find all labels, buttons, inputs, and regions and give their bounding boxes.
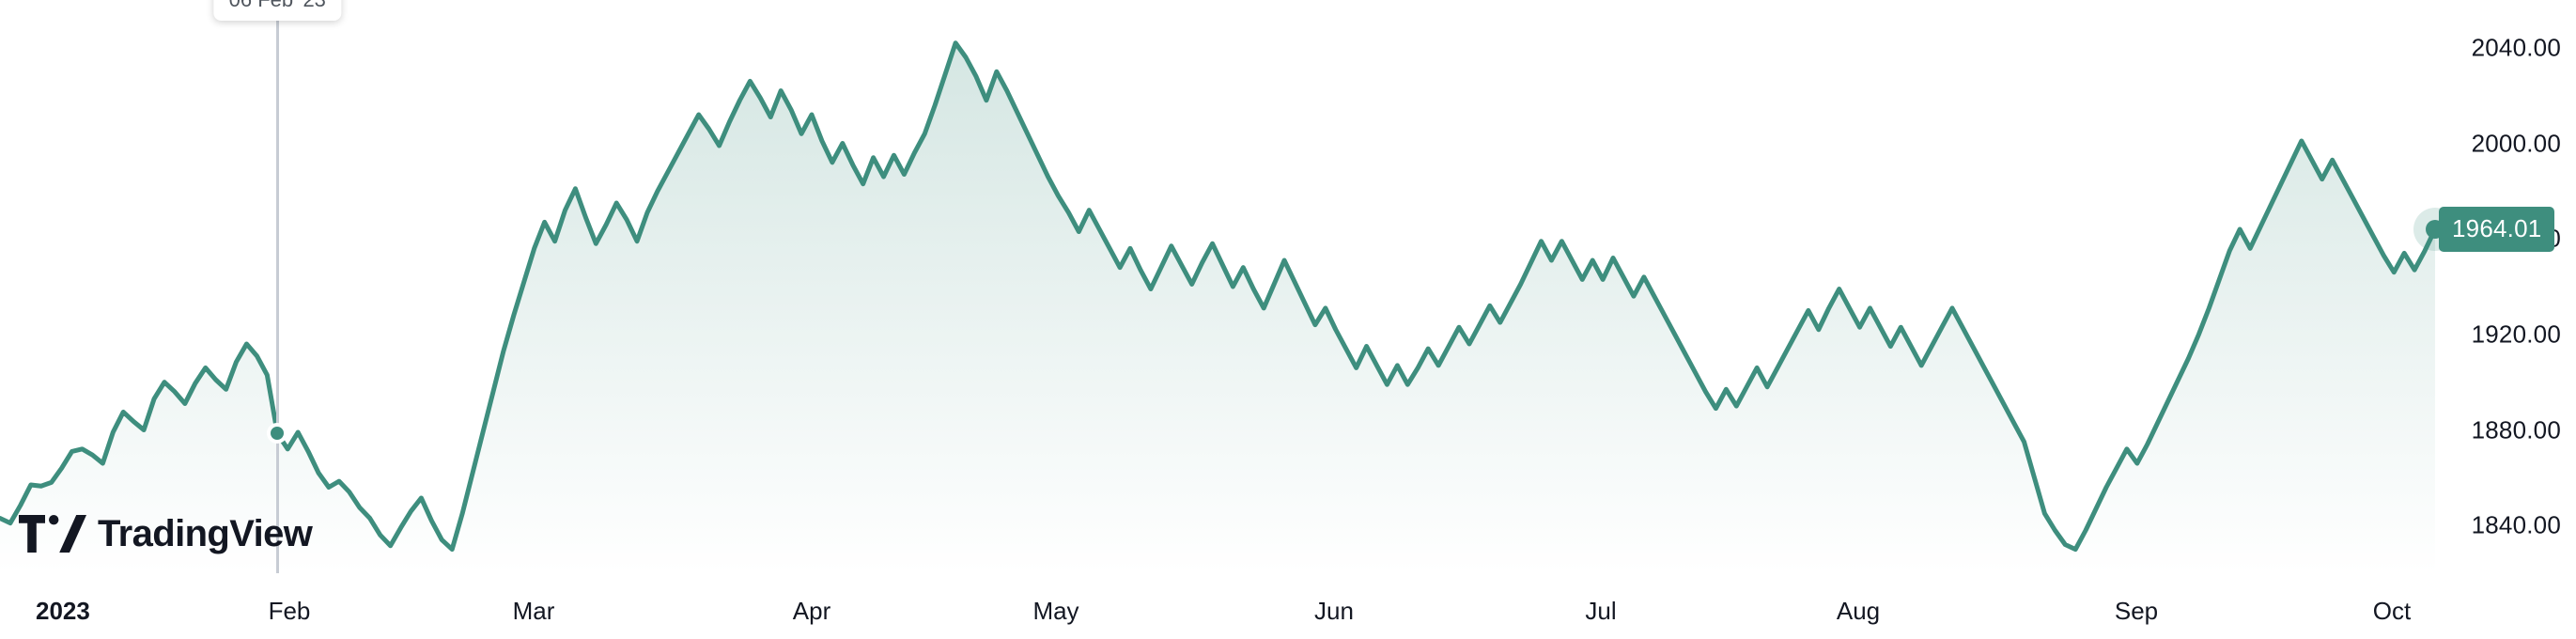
tradingview-logo[interactable]: TradingView xyxy=(19,513,313,554)
time-tick-label: Sep xyxy=(2114,597,2159,625)
price-tick-label: 2040.00 xyxy=(2471,33,2561,62)
time-tick-label: 2023 xyxy=(36,597,90,625)
crosshair-date-tooltip: 06 Feb '23 xyxy=(213,0,341,21)
time-tick-label: Jul xyxy=(1585,597,1617,625)
last-price-badge: 1964.01 xyxy=(2439,206,2555,252)
crosshair-point-marker xyxy=(267,423,288,444)
price-tick-label: 1880.00 xyxy=(2471,415,2561,444)
time-tick-label: May xyxy=(1032,597,1079,625)
series-line xyxy=(0,40,2435,553)
series-area-fill xyxy=(0,42,2435,573)
time-tick-label: Jun xyxy=(1314,597,1354,625)
last-price-value: 1964.01 xyxy=(2452,213,2542,242)
price-tick-label: 1840.00 xyxy=(2471,510,2561,539)
crosshair-tooltip-label: 06 Feb '23 xyxy=(229,0,326,11)
price-axis[interactable]: 1840.001880.001920.001960.002000.002040.… xyxy=(2435,0,2576,573)
time-tick-label: Feb xyxy=(268,597,311,625)
crosshair-vertical-line xyxy=(275,0,279,573)
time-tick-label: Oct xyxy=(2372,597,2412,625)
time-tick-label: Aug xyxy=(1836,597,1881,625)
tradingview-wordmark: TradingView xyxy=(98,513,313,554)
tradingview-mark-icon xyxy=(19,515,86,553)
time-axis[interactable]: 2023FebMarAprMayJunJulAugSepOctNov xyxy=(0,573,2576,639)
time-tick-label: Apr xyxy=(792,597,831,625)
price-tick-label: 2000.00 xyxy=(2471,129,2561,157)
chart-svg xyxy=(0,40,2435,573)
price-tick-label: 1920.00 xyxy=(2471,320,2561,349)
chart-plot-area[interactable] xyxy=(0,0,2457,573)
time-tick-label: Mar xyxy=(512,597,555,625)
